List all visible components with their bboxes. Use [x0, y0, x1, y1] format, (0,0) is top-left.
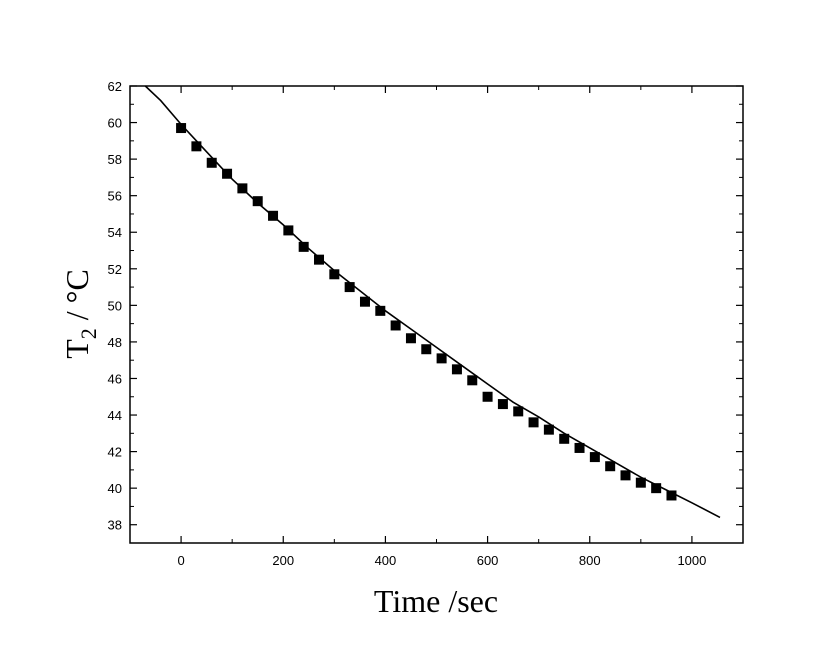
x-tick-label: 1000 — [677, 553, 706, 568]
data-point — [390, 320, 401, 331]
x-tick-label: 600 — [477, 553, 499, 568]
y-tick-label: 50 — [108, 298, 122, 313]
plot-frame — [129, 85, 744, 544]
data-point — [268, 210, 279, 221]
data-point — [666, 490, 677, 501]
y-tick-label: 42 — [108, 445, 122, 460]
data-point — [191, 141, 202, 152]
data-point — [451, 364, 462, 375]
data-point — [222, 168, 233, 179]
y-tick-label: 52 — [108, 262, 122, 277]
data-point — [176, 123, 187, 134]
y-tick-label: 54 — [108, 225, 122, 240]
y-axis-title-main: T — [59, 339, 95, 359]
y-tick-label: 56 — [108, 189, 122, 204]
y-tick-label: 38 — [108, 518, 122, 533]
y-tick-label: 44 — [108, 408, 122, 423]
data-point — [344, 282, 355, 293]
x-tick-label: 0 — [177, 553, 184, 568]
x-axis-title: Time /sec — [374, 583, 498, 619]
data-point — [513, 406, 524, 417]
y-tick-label: 58 — [108, 152, 122, 167]
x-tick-label: 400 — [375, 553, 397, 568]
data-point — [436, 353, 447, 364]
data-point — [651, 483, 662, 494]
y-tick-label: 46 — [108, 371, 122, 386]
data-point — [467, 375, 478, 386]
data-point — [528, 417, 539, 428]
y-axis-title-sub: 2 — [76, 328, 101, 339]
data-point — [405, 333, 416, 344]
data-point — [206, 157, 217, 168]
data-point — [559, 433, 570, 444]
y-tick-label: 40 — [108, 481, 122, 496]
fit-curve — [144, 85, 721, 519]
x-tick-label: 800 — [579, 553, 601, 568]
ticks-layer: 0 200 400 600 800 1000 38 40 42 44 46 48 50 52 54 56 58 6… — [108, 79, 744, 568]
y-tick-label: 62 — [108, 79, 122, 94]
data-point — [237, 183, 248, 194]
data-point — [329, 269, 340, 280]
data-point — [421, 344, 432, 355]
y-tick-label: 48 — [108, 335, 122, 350]
y-tick-label: 60 — [108, 116, 122, 131]
y-axis-title: T2 / °C — [59, 269, 101, 359]
data-point — [589, 452, 600, 463]
data-point — [359, 296, 370, 307]
data-point — [605, 461, 616, 472]
data-point — [482, 391, 493, 402]
data-point — [298, 241, 309, 252]
data-layer — [144, 85, 721, 519]
data-point — [620, 470, 631, 481]
x-tick-label: 200 — [272, 553, 294, 568]
data-point — [375, 305, 386, 316]
data-point — [283, 225, 294, 236]
data-point — [635, 477, 646, 488]
data-point — [314, 254, 325, 265]
data-point — [497, 399, 508, 410]
data-point — [252, 196, 263, 207]
y-axis-title-rest: / °C — [59, 269, 95, 328]
data-point — [543, 424, 554, 435]
data-point — [574, 442, 585, 453]
